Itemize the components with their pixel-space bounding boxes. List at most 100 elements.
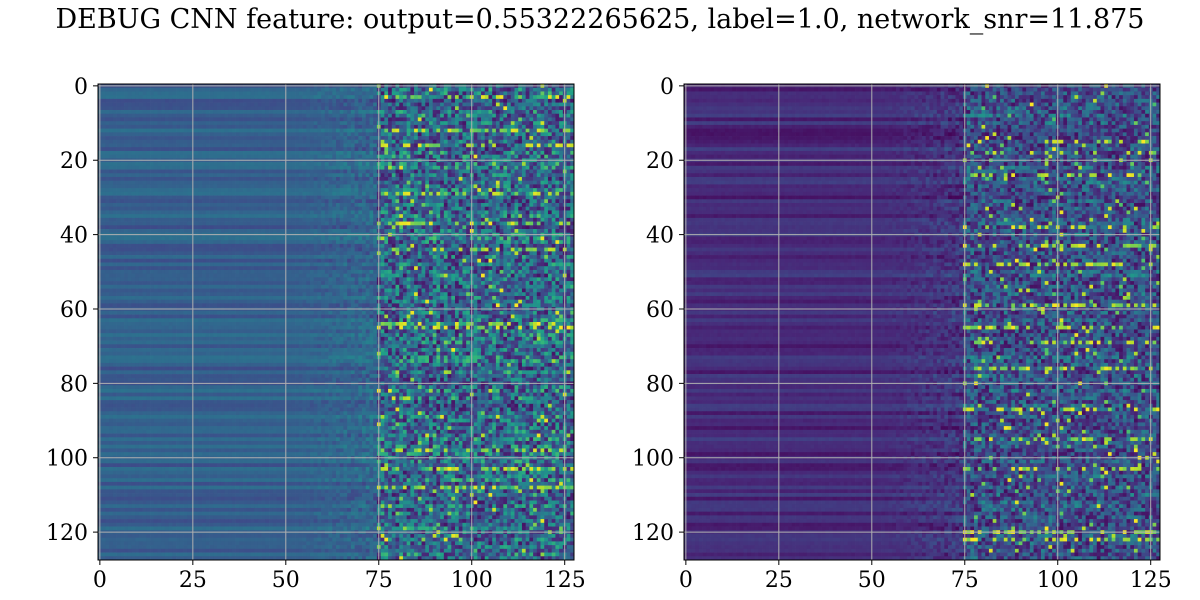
heatmap-cell — [269, 176, 274, 182]
heatmap-cell — [443, 139, 448, 144]
heatmap-cell — [350, 91, 355, 96]
heatmap-cell — [183, 121, 188, 126]
heatmap-cell — [194, 117, 199, 122]
heatmap-cell — [455, 180, 460, 185]
heatmap-cell — [228, 106, 233, 111]
heatmap-cell — [194, 154, 199, 159]
heatmap-cell — [202, 143, 207, 148]
heatmap-cell — [462, 124, 467, 129]
heatmap-cell — [224, 180, 229, 185]
heatmap-cell — [425, 150, 430, 156]
heatmap-cell — [164, 87, 170, 92]
heatmap-cell — [127, 124, 132, 129]
heatmap-cell — [462, 132, 467, 137]
heatmap-cell — [395, 91, 400, 96]
heatmap-cell — [176, 128, 181, 133]
heatmap-cell — [358, 188, 363, 193]
heatmap-cell — [309, 180, 315, 185]
heatmap-cell — [205, 143, 210, 148]
heatmap-cell — [224, 117, 229, 122]
heatmap-cell — [495, 132, 500, 137]
heatmap-cell — [109, 136, 114, 141]
heatmap-cell — [384, 113, 389, 118]
heatmap-cell — [384, 169, 389, 174]
heatmap-cell — [525, 184, 530, 189]
heatmap-cell — [105, 180, 110, 185]
heatmap-cell — [328, 165, 333, 170]
heatmap-cell — [462, 87, 467, 92]
heatmap-cell — [529, 184, 534, 189]
heatmap-cell — [183, 128, 188, 133]
heatmap-cell — [265, 199, 270, 204]
heatmap-cell — [112, 143, 117, 148]
heatmap-cell — [402, 139, 408, 144]
heatmap-cell — [339, 110, 344, 115]
heatmap-cell — [124, 217, 129, 222]
heatmap-cell — [295, 184, 300, 189]
heatmap-cell — [112, 199, 117, 204]
heatmap-cell — [224, 98, 229, 103]
heatmap-cell — [183, 150, 188, 156]
heatmap-cell — [205, 165, 210, 170]
heatmap-cell — [525, 210, 530, 215]
heatmap-cell — [321, 113, 326, 118]
heatmap-cell — [124, 147, 129, 152]
heatmap-cell — [142, 110, 147, 115]
heatmap-cell — [518, 173, 523, 178]
heatmap-cell — [395, 180, 400, 185]
heatmap-cell — [399, 165, 404, 170]
heatmap-cell — [417, 221, 422, 226]
heatmap-cell — [243, 154, 248, 159]
heatmap-cell — [142, 195, 147, 200]
heatmap-cell — [272, 121, 277, 126]
heatmap-cell — [202, 195, 207, 200]
heatmap-cell — [105, 191, 110, 196]
heatmap-cell — [525, 91, 530, 96]
heatmap-cell — [321, 210, 326, 215]
heatmap-cell — [347, 214, 352, 219]
heatmap-cell — [514, 143, 519, 148]
heatmap-cell — [425, 91, 430, 96]
heatmap-cell — [551, 191, 556, 196]
heatmap-cell — [354, 102, 359, 107]
heatmap-cell — [220, 154, 225, 159]
heatmap-cell — [176, 106, 181, 111]
heatmap-cell — [462, 162, 467, 167]
heatmap-cell — [172, 150, 177, 156]
heatmap-cell — [551, 206, 556, 211]
heatmap-cell — [172, 113, 177, 118]
heatmap-cell — [395, 169, 400, 174]
heatmap-cell — [432, 180, 437, 185]
heatmap-cell — [362, 184, 367, 189]
heatmap-cell — [306, 203, 311, 208]
heatmap-cell — [309, 210, 315, 215]
heatmap-cell — [317, 117, 322, 122]
heatmap-cell — [533, 139, 538, 144]
heatmap-cell — [291, 98, 296, 103]
heatmap-cell — [265, 162, 270, 167]
heatmap-cell — [138, 203, 143, 208]
heatmap-cell — [343, 132, 348, 137]
heatmap-cell — [295, 221, 300, 226]
heatmap-cell — [306, 91, 311, 96]
heatmap-cell — [209, 180, 214, 185]
heatmap-cell — [295, 139, 300, 144]
heatmap-cell — [157, 225, 162, 230]
heatmap-cell — [101, 229, 106, 234]
heatmap-cell — [384, 210, 389, 215]
heatmap-cell — [272, 162, 277, 167]
heatmap-cell — [239, 199, 244, 204]
heatmap-cell — [380, 195, 385, 200]
heatmap-cell — [521, 162, 527, 167]
heatmap-cell — [358, 165, 363, 170]
heatmap-cell — [518, 147, 523, 152]
heatmap-cell — [176, 199, 181, 204]
heatmap-cell — [202, 184, 207, 189]
heatmap-cell — [402, 195, 408, 200]
heatmap-cell — [127, 217, 132, 222]
heatmap-cell — [321, 117, 326, 122]
heatmap-cell — [142, 95, 147, 100]
heatmap-cell — [135, 143, 140, 148]
heatmap-cell — [328, 143, 333, 148]
heatmap-cell — [455, 150, 460, 156]
